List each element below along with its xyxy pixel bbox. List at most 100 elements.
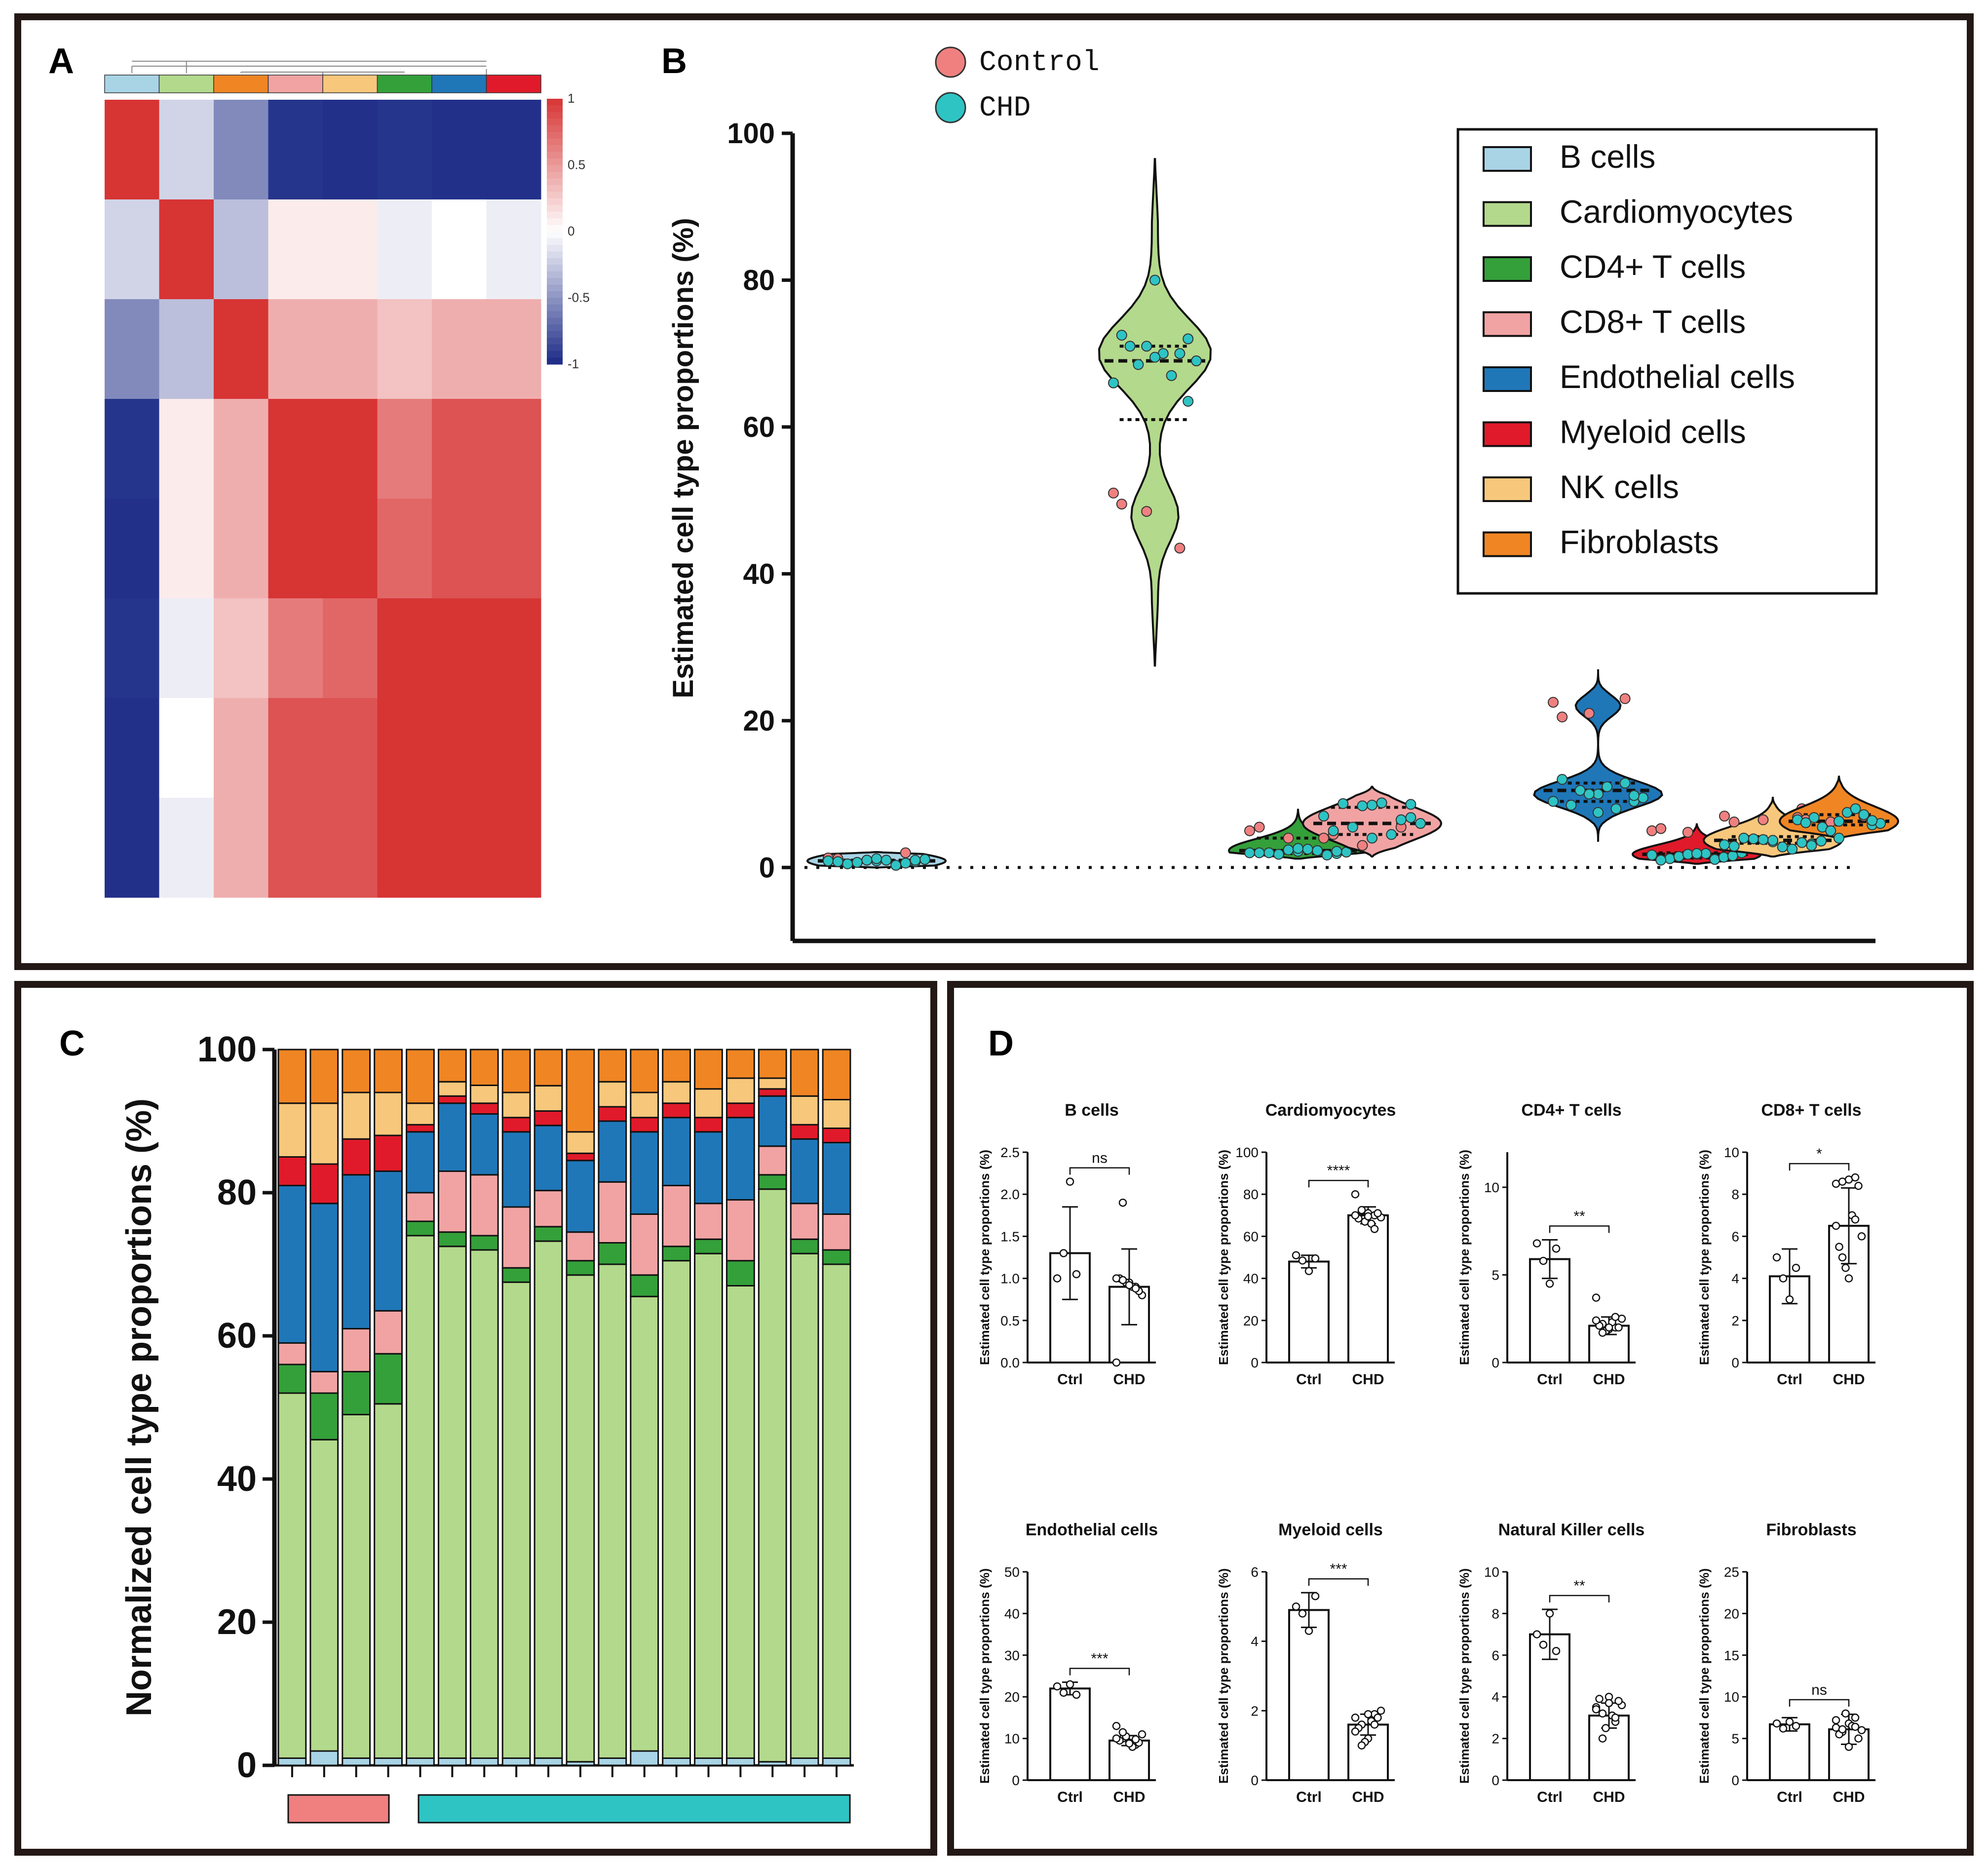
y-tick-label: 15 bbox=[1724, 1648, 1739, 1663]
heatmap-cell bbox=[159, 499, 214, 599]
stack-segment-nk-cells bbox=[726, 1077, 755, 1104]
heatmap-cell bbox=[105, 399, 159, 499]
violin-point bbox=[1800, 817, 1811, 828]
data-point-ctrl bbox=[1785, 1295, 1794, 1304]
y-tick-label: 20 bbox=[743, 705, 775, 737]
heatmap-cell bbox=[159, 100, 214, 200]
x-tick-label-ctrl: Ctrl bbox=[1057, 1789, 1083, 1805]
data-point-ctrl bbox=[1552, 1647, 1561, 1655]
heatmap-cell bbox=[159, 798, 214, 898]
subplot-title: Myeloid cells bbox=[1278, 1520, 1383, 1539]
colorbar-step bbox=[547, 198, 563, 205]
stack-segment-endothelial-cells bbox=[437, 1102, 467, 1172]
heatmap-cell bbox=[105, 598, 159, 699]
stack-segment-cd8-t-cells bbox=[437, 1170, 467, 1233]
data-point-chd bbox=[1118, 1276, 1127, 1285]
y-axis-label: Normalized cell type proportions (%) bbox=[119, 1098, 159, 1716]
stack-segment-myeloid-cells bbox=[534, 1110, 563, 1127]
stack-segment-cardiomyocytes bbox=[598, 1263, 627, 1759]
violin-point bbox=[1141, 506, 1152, 517]
legend-swatch-cardiomyocytes bbox=[1483, 201, 1532, 227]
stack-segment-cd4-t-cells bbox=[501, 1267, 531, 1283]
stack-segment-cd8-t-cells bbox=[694, 1203, 723, 1240]
annotation-cell-cd8-t-cells bbox=[268, 75, 323, 93]
data-point-chd bbox=[1838, 1253, 1847, 1262]
y-tick-label: 25 bbox=[1724, 1564, 1739, 1580]
data-point-chd bbox=[1592, 1293, 1601, 1302]
y-tick-label: 0 bbox=[1731, 1773, 1739, 1788]
data-point-chd bbox=[1832, 1716, 1840, 1724]
stack-segment-cardiomyocytes bbox=[566, 1274, 595, 1763]
data-point-chd bbox=[1364, 1212, 1373, 1221]
heatmap-cell bbox=[214, 598, 268, 699]
subplot-title: B cells bbox=[1065, 1101, 1119, 1120]
violin-point bbox=[1415, 818, 1426, 829]
subplot-title: Cardiomyocytes bbox=[1265, 1101, 1396, 1120]
stack-segment-b-cells bbox=[694, 1757, 723, 1766]
stack-segment-myeloid-cells bbox=[277, 1156, 307, 1186]
violin-point bbox=[1748, 833, 1759, 845]
violin-point bbox=[1183, 395, 1194, 407]
subplot-title: CD8+ T cells bbox=[1761, 1101, 1861, 1120]
violin-point bbox=[1357, 840, 1368, 851]
data-point-chd bbox=[1854, 1734, 1863, 1743]
data-point-ctrl bbox=[1539, 1640, 1548, 1649]
stack-segment-b-cells bbox=[662, 1757, 691, 1766]
significance-label: *** bbox=[1330, 1561, 1347, 1577]
stack-segment-cd8-t-cells bbox=[309, 1371, 339, 1394]
stack-segment-cardiomyocytes bbox=[758, 1188, 787, 1763]
violin-point bbox=[1673, 851, 1684, 862]
x-tick-label-chd: CHD bbox=[1113, 1789, 1146, 1805]
stack-segment-cd4-t-cells bbox=[630, 1274, 659, 1297]
colorbar-step bbox=[547, 118, 563, 126]
stack-segment-cd8-t-cells bbox=[790, 1203, 819, 1240]
legend-control-dot bbox=[935, 46, 966, 78]
violin-point bbox=[1619, 693, 1631, 704]
y-tick-label: 1.5 bbox=[1000, 1229, 1020, 1244]
violin-point bbox=[1254, 821, 1265, 833]
y-tick-label: 6 bbox=[1491, 1648, 1499, 1663]
heatmap-cell bbox=[268, 299, 323, 399]
stack-segment-endothelial-cells bbox=[469, 1113, 499, 1176]
heatmap-cell bbox=[105, 698, 159, 798]
heatmap-cell bbox=[268, 798, 323, 898]
colorbar-step bbox=[547, 218, 563, 226]
bar-ctrl bbox=[1288, 1260, 1330, 1364]
subplot-b-cells: B cells 0.0 0.5 1.0 1.5 2.0 2.5 Estimated cell … bbox=[977, 1101, 1156, 1388]
data-point-ctrl bbox=[1785, 1717, 1794, 1726]
y-tick-label: 10 bbox=[1004, 1731, 1020, 1747]
heatmap-cell bbox=[377, 499, 432, 599]
colorbar-step bbox=[547, 351, 563, 358]
heatmap-cell bbox=[432, 399, 487, 499]
heatmap-cell bbox=[377, 399, 432, 499]
data-point-chd bbox=[1125, 1739, 1134, 1748]
legend-swatch-b-cells bbox=[1483, 146, 1532, 172]
subplot-fibroblasts: Fibroblasts 0 5 10 15 20 25 Estimated cell type… bbox=[1697, 1520, 1875, 1805]
heatmap-cell bbox=[268, 499, 323, 599]
heatmap-cell bbox=[105, 798, 159, 898]
stack-segment-cardiomyocytes bbox=[630, 1295, 659, 1752]
stack-segment-b-cells bbox=[342, 1757, 371, 1766]
violin-point bbox=[890, 859, 902, 871]
violin-point bbox=[1116, 330, 1127, 341]
stack-segment-cd4-t-cells bbox=[469, 1235, 499, 1251]
stack-segment-endothelial-cells bbox=[309, 1203, 339, 1372]
stack-segment-b-cells bbox=[534, 1757, 563, 1766]
legend-swatch-endothelial-cells bbox=[1483, 366, 1532, 392]
violin-point bbox=[1602, 781, 1613, 792]
stack-segment-myeloid-cells bbox=[726, 1102, 755, 1119]
heatmap-cell bbox=[159, 598, 214, 699]
data-point-chd bbox=[1851, 1722, 1860, 1731]
y-tick-label: 30 bbox=[1004, 1648, 1020, 1663]
panel-letter-b: B bbox=[661, 41, 687, 81]
violin-point bbox=[1767, 835, 1778, 846]
violin-point bbox=[1682, 826, 1693, 838]
y-axis-label: Estimated cell type proportions (%) bbox=[977, 1150, 992, 1365]
stack-segment-fibroblasts bbox=[694, 1049, 723, 1090]
stack-segment-nk-cells bbox=[534, 1085, 563, 1112]
colorbar-step bbox=[547, 99, 563, 106]
stack-segment-b-cells bbox=[726, 1757, 755, 1766]
colorbar-step bbox=[547, 244, 563, 252]
y-tick-label: 60 bbox=[217, 1316, 257, 1356]
panel-letter-c: C bbox=[59, 1024, 85, 1063]
